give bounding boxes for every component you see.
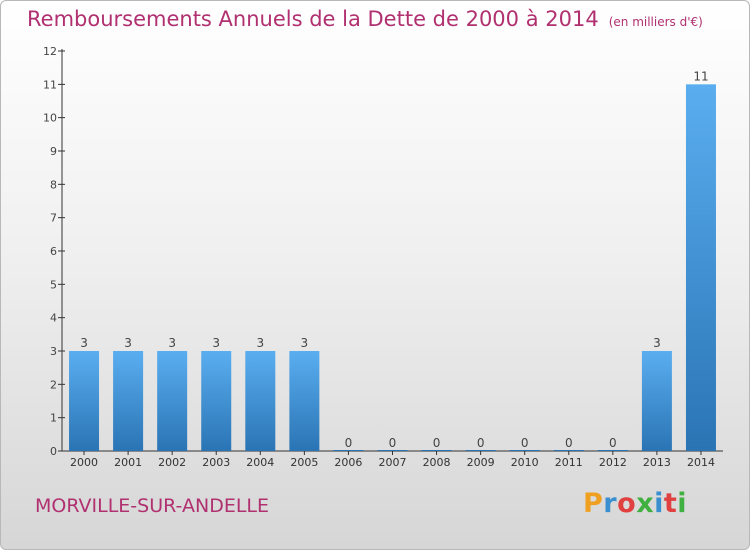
y-tick-label: 12 (43, 45, 57, 58)
x-tick-label: 2008 (423, 456, 451, 469)
x-tick-label: 2006 (334, 456, 362, 469)
data-label: 3 (256, 336, 264, 350)
data-label: 0 (433, 436, 441, 450)
bar (69, 351, 100, 451)
y-tick-label: 1 (50, 412, 57, 425)
x-tick-label: 2012 (599, 456, 627, 469)
y-tick-label: 5 (50, 278, 57, 291)
bar (641, 351, 672, 451)
x-tick-label: 2014 (687, 456, 715, 469)
data-label: 3 (124, 336, 132, 350)
proxiti-logo: Proxiti (583, 488, 688, 519)
data-label: 0 (565, 436, 573, 450)
data-label: 0 (609, 436, 617, 450)
data-label: 3 (212, 336, 220, 350)
data-label: 3 (653, 336, 661, 350)
x-tick-label: 2011 (555, 456, 583, 469)
data-label: 11 (693, 69, 708, 83)
bar (201, 351, 232, 451)
bar (289, 351, 320, 451)
y-tick-label: 6 (50, 245, 57, 258)
chart-title: Remboursements Annuels de la Dette de 20… (27, 7, 703, 31)
bar (685, 84, 716, 451)
x-tick-label: 2001 (114, 456, 142, 469)
chart-unit-label: (en milliers d'€) (608, 15, 703, 29)
x-tick-label: 2010 (511, 456, 539, 469)
data-label: 3 (168, 336, 176, 350)
x-tick-label: 2000 (70, 456, 98, 469)
x-tick-label: 2013 (643, 456, 671, 469)
data-label: 0 (389, 436, 397, 450)
commune-name: MORVILLE-SUR-ANDELLE (35, 495, 270, 517)
bar (245, 351, 276, 451)
y-tick-label: 11 (43, 78, 57, 91)
x-tick-label: 2003 (202, 456, 230, 469)
bar (157, 351, 188, 451)
x-tick-label: 2002 (158, 456, 186, 469)
y-tick-label: 0 (50, 445, 57, 458)
data-label: 0 (477, 436, 485, 450)
y-tick-label: 10 (43, 112, 57, 125)
x-tick-label: 2005 (290, 456, 318, 469)
data-label: 3 (80, 336, 88, 350)
x-tick-label: 2004 (246, 456, 274, 469)
data-label: 0 (345, 436, 353, 450)
bar (113, 351, 144, 451)
y-tick-label: 3 (50, 345, 57, 358)
y-tick-label: 8 (50, 178, 57, 191)
y-tick-label: 2 (50, 378, 57, 391)
x-tick-label: 2009 (467, 456, 495, 469)
y-tick-label: 9 (50, 145, 57, 158)
y-tick-label: 7 (50, 212, 57, 225)
chart-title-text: Remboursements Annuels de la Dette de 20… (27, 7, 599, 31)
data-label: 3 (301, 336, 309, 350)
x-tick-label: 2007 (379, 456, 407, 469)
data-label: 0 (521, 436, 529, 450)
y-tick-label: 4 (50, 312, 57, 325)
